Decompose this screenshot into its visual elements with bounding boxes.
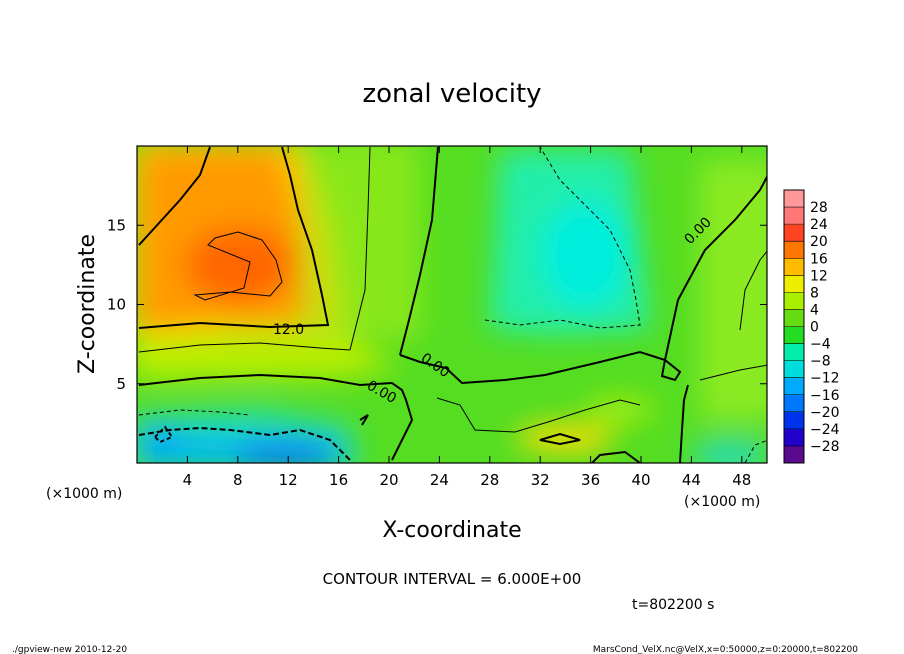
colorbar-label: −16 xyxy=(810,388,840,404)
y-tick-label: 10 xyxy=(107,296,126,314)
colorbar-segment xyxy=(784,411,804,430)
x-tick-label: 32 xyxy=(531,471,550,489)
colorbar-label: −4 xyxy=(810,337,831,353)
colorbar-label: 0 xyxy=(810,320,819,336)
y-tick-label: 15 xyxy=(107,216,126,234)
x-tick-label: 24 xyxy=(430,471,449,489)
y-axis: 5 10 15 xyxy=(107,216,767,393)
colorbar-label: 20 xyxy=(810,234,828,250)
x-tick-label: 48 xyxy=(732,471,751,489)
contour-interval-text: CONTOUR INTERVAL = 6.000E+00 xyxy=(323,570,582,588)
chart-title: zonal velocity xyxy=(362,79,541,109)
x-tick-label: 20 xyxy=(379,471,398,489)
x-tick-label: 40 xyxy=(631,471,650,489)
footer-right: MarsCond_VelX.nc@VelX,x=0:50000,z=0:2000… xyxy=(593,645,858,654)
colorbar-label: 4 xyxy=(810,302,819,318)
colorbar-label: −20 xyxy=(810,405,840,421)
x-axis-label: X-coordinate xyxy=(382,518,521,543)
colorbar-label: 12 xyxy=(810,268,828,284)
colorbar-label: 8 xyxy=(810,285,819,301)
colorbar-label: −12 xyxy=(810,371,840,387)
x-tick-label: 16 xyxy=(329,471,348,489)
colorbar-label: 28 xyxy=(810,200,828,216)
x-axis-unit-right: (×1000 m) xyxy=(684,494,760,510)
x-tick-label: 4 xyxy=(183,471,193,489)
colorbar-label: −28 xyxy=(810,439,840,455)
x-tick-label: 8 xyxy=(233,471,243,489)
colorbar-label: −24 xyxy=(810,422,840,438)
colorbar-segment xyxy=(784,360,804,379)
colorbar-segment xyxy=(784,207,804,225)
y-axis-label: Z-coordinate xyxy=(75,234,100,374)
colorbar-segment xyxy=(784,241,804,259)
colorbar-segment xyxy=(784,224,804,242)
x-axis-unit-left: (×1000 m) xyxy=(46,486,122,502)
contour-label: 12.0 xyxy=(273,322,304,338)
colorbar-segment xyxy=(784,394,804,413)
colorbar-segment xyxy=(784,428,804,447)
colorbar-segment xyxy=(784,377,804,396)
x-axis: 4 8 12 16 20 24 28 32 36 40 44 48 xyxy=(183,146,751,489)
colorbar-segment xyxy=(784,190,804,208)
colorbar-label: 24 xyxy=(810,217,828,233)
y-tick-label: 5 xyxy=(116,375,126,393)
footer-left: ./gpview-new 2010-12-20 xyxy=(12,645,127,654)
colorbar-segment xyxy=(784,343,804,362)
x-tick-label: 44 xyxy=(682,471,701,489)
colorbar-label: −8 xyxy=(810,354,831,370)
colorbar-segment xyxy=(784,445,804,464)
time-text: t=802200 s xyxy=(632,597,714,613)
contour-lines xyxy=(138,146,767,463)
colorbar-segment xyxy=(784,275,804,293)
colorbar-segment xyxy=(784,292,804,310)
x-tick-label: 36 xyxy=(581,471,600,489)
colorbar-label: 16 xyxy=(810,251,828,267)
colorbar-segment xyxy=(784,309,804,327)
colorbar-segment xyxy=(784,326,804,345)
x-tick-label: 28 xyxy=(480,471,499,489)
x-tick-label: 12 xyxy=(279,471,298,489)
colorbar-segment xyxy=(784,258,804,276)
